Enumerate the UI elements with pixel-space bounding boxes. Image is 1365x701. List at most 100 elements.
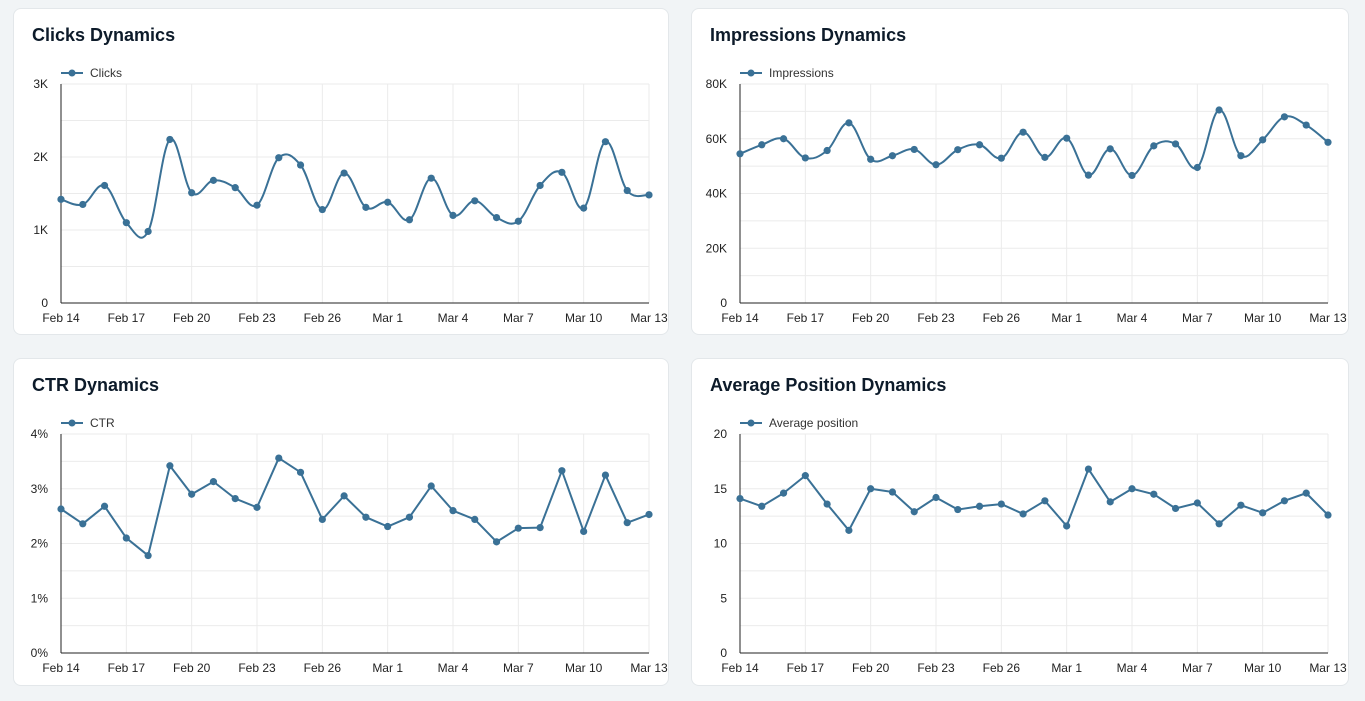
data-point (867, 155, 875, 163)
legend-marker (68, 69, 76, 77)
x-tick-label: Feb 20 (852, 311, 890, 325)
data-point (1063, 522, 1071, 530)
data-point (122, 534, 130, 542)
y-tick-label: 3% (31, 482, 49, 496)
x-tick-label: Mar 7 (1182, 311, 1213, 325)
data-point (79, 200, 87, 209)
x-tick-label: Mar 10 (1244, 311, 1282, 325)
data-point (275, 154, 283, 162)
data-point (558, 168, 566, 176)
data-point (910, 508, 918, 516)
y-tick-label: 2K (33, 150, 48, 164)
x-tick-label: Mar 4 (1117, 311, 1148, 325)
data-point (471, 515, 479, 524)
data-point (997, 500, 1005, 508)
legend-label: Clicks (90, 66, 122, 80)
data-point (954, 146, 962, 154)
y-tick-label: 0 (720, 296, 727, 310)
data-point (100, 502, 109, 510)
chart-title: Clicks Dynamics (32, 25, 176, 45)
y-tick-label: 60K (706, 132, 727, 146)
x-tick-label: Feb 17 (108, 661, 146, 675)
data-point (1150, 490, 1158, 498)
data-point (318, 515, 326, 524)
data-point (1215, 106, 1223, 114)
data-point (231, 495, 239, 503)
data-point (601, 471, 610, 479)
legend-marker (747, 419, 755, 427)
data-point (910, 145, 918, 154)
series-line (739, 468, 1329, 532)
data-point (1150, 142, 1158, 150)
x-tick-label: Mar 1 (372, 661, 403, 675)
data-point (1019, 128, 1027, 136)
data-point (296, 161, 305, 169)
x-tick-label: Mar 1 (1051, 661, 1082, 675)
data-point (1063, 134, 1071, 142)
clicks-chart: 0 1K 2K 3K Feb 14 Feb 17 Feb 20 Feb 23 Feb 26 Mar… (33, 66, 668, 325)
legend-label: Average position (769, 416, 858, 430)
x-tick-label: Feb 26 (983, 661, 1021, 675)
data-point (801, 472, 809, 480)
data-point (253, 201, 261, 209)
data-point (888, 152, 897, 160)
x-tick-label: Mar 4 (438, 661, 469, 675)
x-tick-label: Mar 13 (1309, 661, 1347, 675)
data-point (1302, 489, 1310, 497)
data-point (1128, 485, 1136, 493)
data-point (144, 551, 152, 560)
y-tick-label: 80K (706, 77, 727, 91)
data-point (427, 174, 435, 182)
ctr-chart-card: CTR Dynamics (13, 358, 669, 686)
data-point (100, 181, 109, 190)
data-point (645, 510, 653, 519)
data-point (1324, 138, 1332, 146)
data-point (122, 219, 130, 227)
data-point (580, 204, 588, 212)
data-point (340, 492, 348, 500)
data-point (932, 493, 940, 502)
data-point (514, 217, 522, 225)
x-tick-label: Feb 23 (238, 661, 276, 675)
data-point (623, 186, 631, 195)
x-tick-label: Feb 23 (917, 311, 955, 325)
x-tick-label: Mar 7 (503, 661, 534, 675)
data-point (1280, 113, 1289, 121)
x-tick-label: Feb 23 (238, 311, 276, 325)
data-point (384, 522, 392, 531)
data-point (253, 503, 261, 511)
x-tick-label: Mar 13 (1309, 311, 1347, 325)
data-point (823, 500, 831, 508)
data-point (736, 150, 744, 158)
series-line (60, 138, 650, 239)
data-point (362, 203, 370, 211)
data-point (492, 213, 501, 222)
data-point (318, 205, 326, 214)
series-line (739, 109, 1329, 177)
y-tick-label: 10 (714, 537, 728, 551)
data-point (405, 216, 414, 224)
data-point (1041, 497, 1049, 505)
x-tick-label: Feb 20 (173, 661, 211, 675)
data-point (231, 184, 239, 192)
ctr-chart: 0% 1% 2% 3% 4% Feb 14 Feb 17 Feb 20 Feb 23 Feb 26… (31, 416, 668, 675)
data-point (144, 227, 152, 236)
x-tick-label: Mar 1 (1051, 311, 1082, 325)
data-point (1237, 501, 1245, 509)
data-point (1259, 136, 1267, 144)
data-point (188, 490, 196, 498)
y-tick-label: 4% (31, 427, 49, 441)
data-point (188, 189, 196, 197)
y-tick-label: 1% (31, 591, 49, 605)
data-point (166, 135, 174, 144)
x-tick-label: Feb 20 (173, 311, 211, 325)
series-line (60, 457, 650, 557)
data-point (975, 141, 984, 149)
data-point (888, 488, 897, 496)
x-tick-label: Feb 26 (304, 661, 342, 675)
legend-marker (747, 69, 755, 77)
x-tick-label: Feb 20 (852, 661, 890, 675)
data-point (997, 154, 1005, 162)
x-tick-label: Mar 7 (503, 311, 534, 325)
impressions-chart: 0 20K 40K 60K 80K Feb 14 Feb 17 Feb 20 Feb 23 Feb… (706, 66, 1347, 325)
